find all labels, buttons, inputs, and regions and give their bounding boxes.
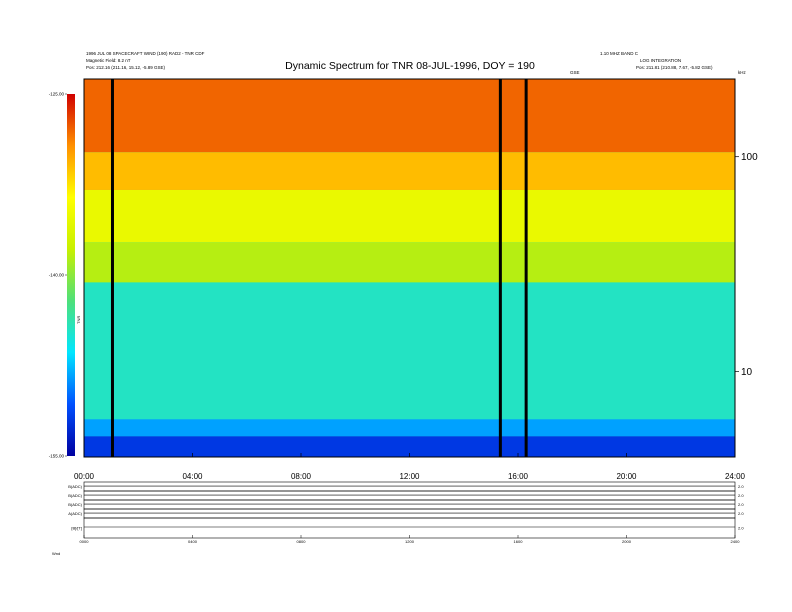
spectrogram-band [84,282,735,420]
data-gap-line [524,79,528,457]
bottom-tick-label: 2400 [731,539,741,544]
header-left-line-1: 1996 JUL 08 SPACECRAFT WIND (190) RAD2 -… [86,51,205,56]
x-tick-label: 08:00 [291,472,312,481]
colorbar [67,94,75,456]
spectrogram-band [84,189,735,243]
y-axis-right: 100 10 [735,152,758,378]
x-tick-label: 00:00 [74,472,95,481]
x-tick-label: 04:00 [182,472,203,481]
panel-frame [83,499,736,510]
x-tick-label: 20:00 [616,472,637,481]
panel-frame [83,508,736,519]
bottom-axis: 0000 0400 0800 1200 1600 2000 2400 [80,535,741,544]
bottom-tick-label: 1200 [405,539,415,544]
panel-frame [83,490,736,501]
y-tick-label: 100 [741,152,758,163]
panel-label: [B]/[T] [71,526,82,531]
panel-label: B(ADC) [68,484,82,489]
colorbar-tick-label: -155.00 [49,454,65,459]
panel-right-label: 2.0 [738,484,744,489]
header-right-line-3: Pos: 211.81 (210.88, 7.67, -5.82 GSE) [636,65,713,70]
data-gap-line [498,79,502,457]
x-tick-label: 12:00 [399,472,420,481]
header-units-label-2: kHz [738,70,746,75]
colorbar-ticks: -125.00 -140.00 -155.00 [49,92,67,459]
header-units-label: GSE [570,70,580,75]
header-right-line-2: LOG INTEGRATION [640,58,682,63]
chart-title: Dynamic Spectrum for TNR 08-JUL-1996, DO… [285,60,535,72]
header-left-line-3: Pos: 212.16 (211.16, 15.12, -5.89 GSE) [86,65,165,70]
panel-right-label: 2.0 [738,502,744,507]
panel-frame [83,481,736,492]
plot-area [84,79,735,457]
spectrogram-band [84,152,735,190]
panel-label: A(ADC) [68,511,82,516]
panel-right-label: 2.0 [738,526,744,531]
spectrogram-band [84,79,735,153]
x-tick-label: 16:00 [508,472,529,481]
bottom-tick-label: 0800 [297,539,307,544]
colorbar-label: TNR [76,316,81,324]
panel-label: B(ADC) [68,502,82,507]
panel-label: B(ADC) [68,493,82,498]
colorbar-tick-label: -125.00 [49,92,65,97]
x-axis: 00:00 04:00 08:00 12:00 16:00 20:00 24:00 [74,453,746,481]
bottom-tick-label: 0000 [80,539,90,544]
bottom-tick-label: 0400 [188,539,198,544]
header-right-line-1: 1.10 MHZ BAND C [600,51,639,56]
bottom-tick-label: 1600 [514,539,524,544]
colorbar-tick-label: -140.00 [49,273,65,278]
data-gap-line [110,79,114,457]
panel-right-label: 2.0 [738,511,744,516]
colorbar-ramp [67,94,75,456]
x-tick-label: 24:00 [725,472,746,481]
y-tick-label: 10 [741,367,753,378]
bottom-tick-label: 2000 [622,539,632,544]
spectrogram-band [84,242,735,283]
bottom-panels: B(ADC) 2.0 B(ADC) 2.0 B(ADC) 2.0 A(ADC) 2.0 [B]/… [68,481,744,539]
bottom-left-label: Wnd [52,551,60,556]
header-left-line-2: Magnetic Field: 8.2 nT [86,58,131,63]
spectrogram-band [84,419,735,437]
spectrogram-band [84,436,735,457]
panel-right-label: 2.0 [738,493,744,498]
